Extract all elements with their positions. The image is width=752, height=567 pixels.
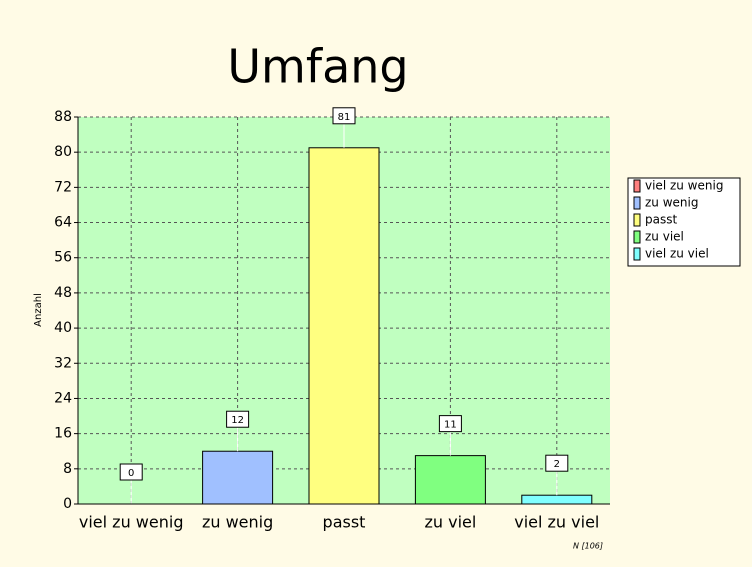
value-label: 12 (231, 415, 244, 426)
y-tick-label: 72 (54, 179, 72, 195)
value-label: 81 (338, 112, 351, 123)
y-tick-label: 88 (54, 109, 72, 125)
legend (627, 177, 741, 267)
y-tick-label: 48 (54, 285, 72, 301)
value-label-box (545, 454, 569, 472)
y-tick-label: 24 (54, 390, 72, 406)
legend-swatch (633, 213, 641, 227)
y-tick-label: 80 (54, 144, 72, 160)
y-tick-label: 32 (54, 355, 72, 371)
chart-title: Umfang (227, 40, 408, 94)
value-label-box (226, 410, 250, 428)
value-label-box (332, 107, 356, 125)
value-label-box (438, 415, 462, 433)
legend-label: zu viel (645, 230, 684, 244)
legend-swatch (633, 179, 641, 193)
x-tick-label: passt (323, 513, 366, 532)
value-label: 0 (128, 468, 134, 479)
legend-swatch (633, 196, 641, 210)
x-tick-label: zu viel (424, 513, 476, 532)
bar (521, 494, 593, 505)
legend-label: viel zu viel (645, 247, 709, 261)
legend-label: viel zu wenig (645, 179, 723, 193)
value-label-box (119, 463, 143, 481)
legend-label: zu wenig (645, 196, 698, 210)
y-axis-label: Anzahl (33, 293, 44, 327)
y-tick-label: 64 (54, 215, 72, 231)
legend-label: passt (645, 213, 677, 227)
y-tick-label: 8 (63, 461, 72, 477)
x-tick-label: viel zu viel (514, 513, 599, 532)
x-tick-label: zu wenig (202, 513, 273, 532)
y-tick-label: 0 (63, 496, 72, 512)
value-label: 11 (444, 420, 457, 431)
value-label: 2 (554, 459, 560, 470)
y-tick-label: 16 (54, 426, 72, 442)
y-tick-label: 56 (54, 250, 72, 266)
y-tick-label: 40 (54, 320, 72, 336)
x-tick-label: viel zu wenig (79, 513, 184, 532)
bar (202, 450, 274, 505)
legend-swatch (633, 230, 641, 244)
annotation: N [106] (573, 542, 603, 551)
bar (308, 147, 380, 505)
bar (414, 455, 486, 505)
legend-swatch (633, 247, 641, 261)
